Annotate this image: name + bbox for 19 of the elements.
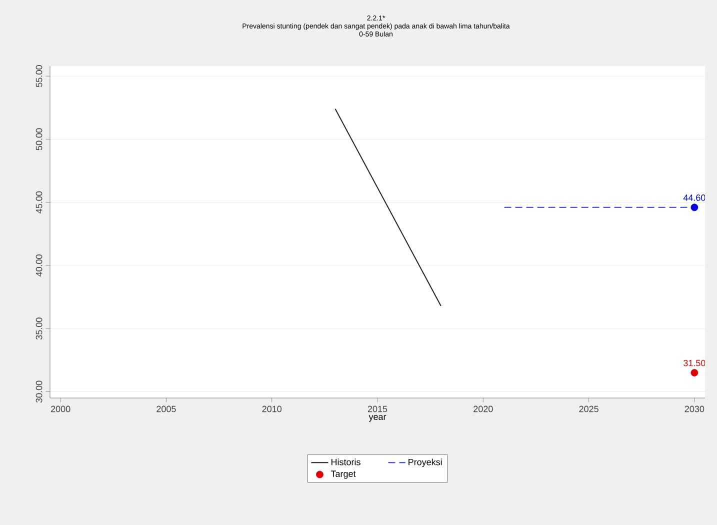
- legend-label: Historis: [331, 458, 360, 466]
- legend-label: Proyeksi: [408, 458, 442, 468]
- x-tick-label: 2005: [156, 406, 176, 412]
- data-label: 44.60: [683, 194, 706, 201]
- x-tick-label: 2000: [51, 406, 70, 412]
- legend-label: Target: [330, 470, 356, 479]
- x-tick-label: 2020: [474, 406, 493, 412]
- x-axis-title: year: [368, 415, 386, 422]
- x-tick-label: 2010: [262, 406, 282, 412]
- x-tick-label: 2025: [579, 406, 598, 412]
- y-tick-label: 40.00: [36, 254, 42, 277]
- data-label: 31.50: [684, 360, 706, 366]
- x-tick-label: 2030: [684, 406, 704, 412]
- y-tick-label: 45.00: [36, 191, 42, 214]
- y-tick-label: 50.00: [36, 128, 42, 150]
- y-tick-label: 55.00: [36, 65, 42, 87]
- x-tick-label: 2015: [368, 406, 388, 412]
- y-tick-label: 30.00: [36, 380, 42, 403]
- y-tick-label: 35.00: [36, 318, 42, 340]
